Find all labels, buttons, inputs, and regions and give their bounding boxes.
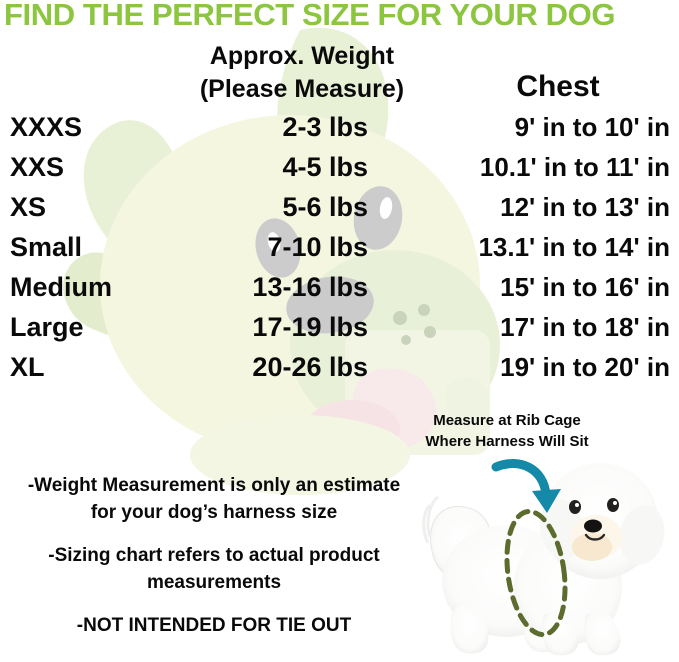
cell-weight: 4-5 lbs: [282, 152, 368, 182]
size-chart-table: XXXS 2-3 lbs 9' in to 10' in XXS 4-5 lbs…: [0, 107, 679, 387]
cell-size: XS: [10, 192, 47, 222]
note-weight-estimate-line1: -Weight Measurement is only an estimate: [27, 475, 401, 496]
dog-ear-right: [619, 505, 665, 565]
dog-eye-left-glint: [575, 503, 579, 507]
rib-cage-annotation-line2: Where Harness Will Sit: [425, 433, 589, 450]
table-row: XL 20-26 lbs 19' in to 20' in: [0, 347, 679, 387]
cell-weight: 2-3 lbs: [282, 112, 368, 142]
dog-rear-leg: [450, 601, 489, 654]
dog-front-leg-left: [542, 609, 579, 656]
dog-eye-right-glint: [613, 501, 617, 505]
cell-chest: 12' in to 13' in: [500, 192, 670, 222]
note-sizing-chart-line2: measurements: [146, 572, 282, 593]
cell-size: XL: [10, 352, 45, 382]
table-row: XXS 4-5 lbs 10.1' in to 11' in: [0, 147, 679, 187]
table-row: XS 5-6 lbs 12' in to 13' in: [0, 187, 679, 227]
note-weight-estimate: -Weight Measurement is only an estimate …: [2, 472, 426, 526]
column-header-weight-line1: Approx. Weight: [209, 42, 395, 70]
cell-chest: 10.1' in to 11' in: [479, 152, 670, 182]
cell-chest: 15' in to 16' in: [500, 272, 670, 302]
dog-eye-left: [569, 500, 581, 514]
dog-front-leg-right: [584, 609, 621, 656]
dog-eye-right: [607, 498, 619, 512]
cell-weight: 13-16 lbs: [252, 272, 368, 302]
cell-size: Small: [10, 232, 83, 262]
rib-cage-annotation: Measure at Rib Cage Where Harness Will S…: [377, 410, 637, 452]
table-row: XXXS 2-3 lbs 9' in to 10' in: [0, 107, 679, 147]
table-row: Small 7-10 lbs 13.1' in to 14' in: [0, 227, 679, 267]
cell-weight: 17-19 lbs: [252, 312, 368, 342]
disclaimer-notes: -Weight Measurement is only an estimate …: [2, 472, 426, 639]
dashed-ellipse-icon: [504, 508, 568, 638]
cell-size: Medium: [10, 272, 113, 302]
cell-size: Large: [10, 312, 84, 342]
cell-chest: 9' in to 10' in: [514, 112, 670, 142]
column-header-chest: Chest: [516, 70, 600, 103]
note-tie-out: -NOT INTENDED FOR TIE OUT: [2, 612, 426, 639]
note-sizing-chart-line1: -Sizing chart refers to actual product: [48, 545, 380, 566]
cell-size: XXS: [10, 152, 65, 182]
cell-size: XXXS: [10, 112, 83, 142]
note-sizing-chart: -Sizing chart refers to actual product m…: [2, 542, 426, 596]
cell-chest: 17' in to 18' in: [500, 312, 670, 342]
curved-down-arrow-head-icon: [532, 489, 561, 513]
column-header-weight-line2: (Please Measure): [199, 75, 405, 103]
cell-weight: 7-10 lbs: [267, 232, 368, 262]
note-weight-estimate-line2: for your dog’s harness size: [90, 502, 338, 523]
note-tie-out-line1: -NOT INTENDED FOR TIE OUT: [76, 615, 352, 636]
dog-tail-fluff: [422, 495, 440, 544]
column-header-weight: Approx. Weight (Please Measure): [168, 40, 436, 106]
bichon-frise-dog-photo: [422, 459, 665, 656]
rib-cage-annotation-line1: Measure at Rib Cage: [433, 412, 581, 429]
table-row: Medium 13-16 lbs 15' in to 16' in: [0, 267, 679, 307]
dog-muzzle-tan: [572, 533, 612, 561]
cell-weight: 5-6 lbs: [282, 192, 368, 222]
page-title: FIND THE PERFECT SIZE FOR YOUR DOG: [4, 0, 616, 32]
table-row: Large 17-19 lbs 17' in to 18' in: [0, 307, 679, 347]
cell-weight: 20-26 lbs: [252, 352, 368, 382]
dog-nose: [584, 519, 602, 533]
dog-mouth: [584, 533, 606, 541]
cell-chest: 19' in to 20' in: [500, 352, 670, 382]
curved-down-arrow-icon: [491, 459, 551, 500]
cell-chest: 13.1' in to 14' in: [478, 232, 670, 262]
